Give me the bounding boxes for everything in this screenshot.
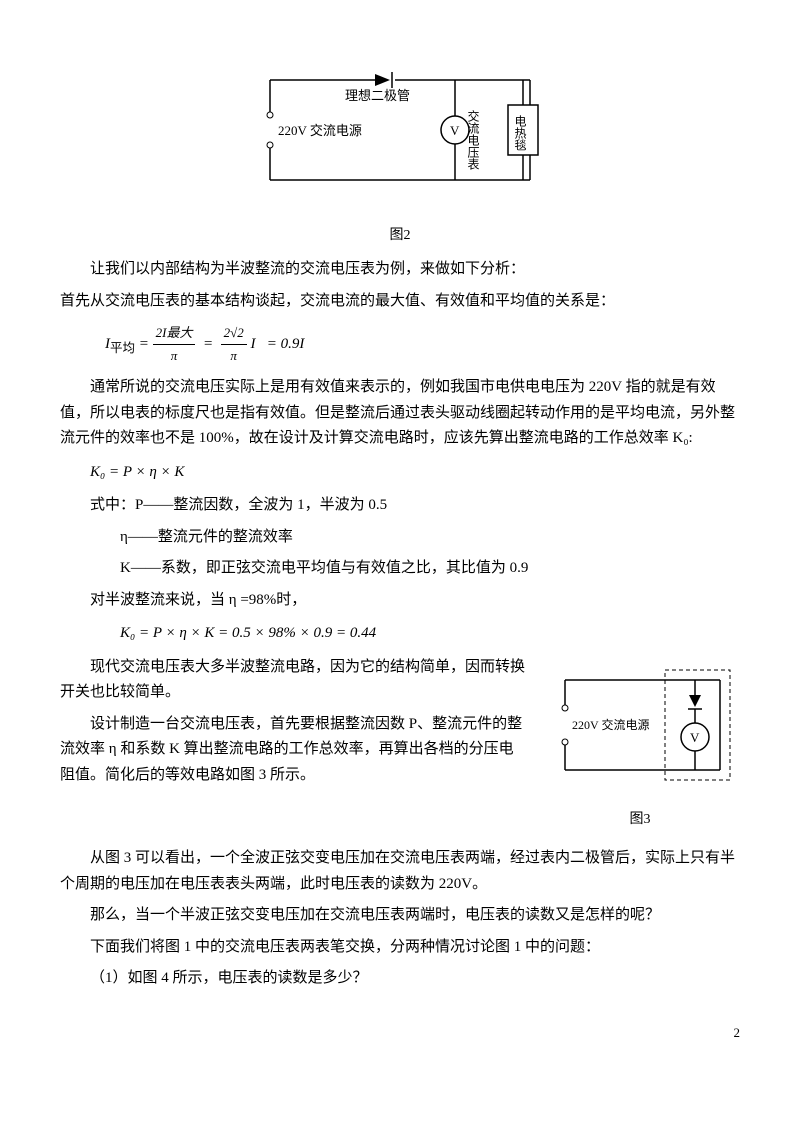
figure-2: 220V 交流电源 理想二极管 V 交流电压表 电热毯 图2 <box>60 50 740 247</box>
paragraph-2: 首先从交流电压表的基本结构谈起，交流电流的最大值、有效值和平均值的关系是： <box>60 289 740 315</box>
paragraph-5: η――整流元件的整流效率 <box>120 525 740 551</box>
paragraph-4: 式中：P――整流因数，全波为 1，半波为 0.5 <box>90 493 740 519</box>
meter-symbol-2: V <box>450 123 460 138</box>
paragraph-1: 让我们以内部结构为半波整流的交流电压表为例，来做如下分析： <box>60 257 740 283</box>
paragraph-10: 从图 3 可以看出，一个全波正弦交变电压加在交流电压表两端，经过表内二极管后，实… <box>60 846 740 897</box>
page-number: 2 <box>60 1022 740 1044</box>
meter-label-2: 交流电压表 <box>466 109 480 170</box>
paragraph-7: 对半波整流来说，当 η =98%时， <box>90 588 740 614</box>
equation-1: I平均 = 2I最大π = 2√2π I = 0.9I <box>105 322 740 367</box>
circuit-diagram-3: 220V 交流电源 V <box>540 655 740 795</box>
circuit-diagram-2: 220V 交流电源 理想二极管 V 交流电压表 电热毯 <box>230 50 570 210</box>
source-label-3: 220V 交流电源 <box>572 717 649 732</box>
source-label-2: 220V 交流电源 <box>278 123 362 138</box>
paragraph-11: 那么，当一个半波正弦交变电压加在交流电压表两端时，电压表的读数又是怎样的呢？ <box>60 903 740 929</box>
figure-3-caption: 图3 <box>540 808 740 832</box>
diode-label: 理想二极管 <box>345 88 410 103</box>
paragraph-6: K――系数，即正弦交流电平均值与有效值之比，其比值为 0.9 <box>120 556 740 582</box>
paragraph-13: （1）如图 4 所示，电压表的读数是多少？ <box>60 966 740 992</box>
paragraph-12: 下面我们将图 1 中的交流电压表两表笔交换，分两种情况讨论图 1 中的问题： <box>60 935 740 961</box>
equation-2: K₀ = P × η × K <box>90 460 740 486</box>
paragraph-3: 通常所说的交流电压实际上是用有效值来表示的，例如我国市电供电电压为 220V 指… <box>60 375 740 452</box>
figure-3: 220V 交流电源 V 图3 <box>540 655 740 832</box>
equation-3: K₀ = P × η × K = 0.5 × 98% × 0.9 = 0.44 <box>120 621 740 647</box>
load-label: 电热毯 <box>513 115 527 151</box>
figure-2-caption: 图2 <box>60 224 740 248</box>
meter-symbol-3: V <box>690 730 700 745</box>
